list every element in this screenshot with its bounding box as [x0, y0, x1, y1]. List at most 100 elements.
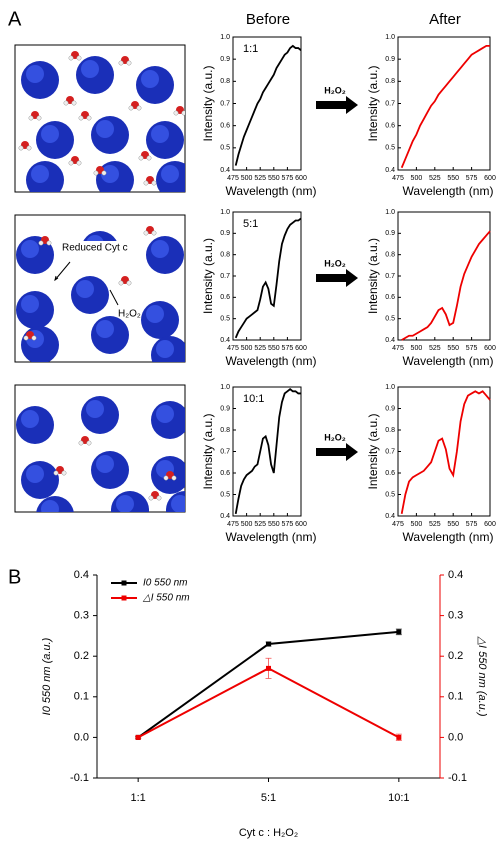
x-tick-label: 475 [227, 175, 239, 182]
y-tick-label: 0.6 [385, 470, 395, 477]
arrow [316, 96, 358, 114]
y-axis-label: Intensity (a.u.) [366, 65, 380, 141]
legend-marker [121, 595, 127, 601]
illustration-label: H₂O₂ [118, 309, 141, 320]
arrow-label: H₂O₂ [324, 258, 346, 268]
y-tick-label: 0.4 [74, 569, 89, 581]
x-tick-label: 600 [295, 345, 307, 352]
pointer [109, 289, 119, 306]
spectrum-line [400, 390, 491, 515]
marker [396, 734, 402, 740]
y-tick-label: 1.0 [385, 209, 395, 216]
y2-tick-label: 0.0 [448, 731, 463, 743]
water-h [156, 495, 162, 501]
water-h [173, 110, 179, 116]
x-tick-label: 575 [282, 345, 294, 352]
x-tick-label: 525 [429, 345, 441, 352]
water-h [78, 115, 84, 121]
water-h [146, 155, 152, 161]
y-tick-label: 0.9 [220, 405, 230, 412]
column-title: Before [246, 11, 290, 28]
x-tick-label: 575 [282, 521, 294, 528]
x-tick-label: 475 [227, 345, 239, 352]
water-h [23, 335, 29, 341]
water-h [31, 335, 37, 341]
spectrum-line [234, 388, 301, 515]
y-tick-label: 0.4 [385, 337, 395, 344]
water-h [151, 230, 157, 236]
water-h [126, 280, 132, 286]
marker [266, 641, 271, 647]
x-axis-label: Wavelength (nm) [403, 184, 494, 198]
plot-frame [232, 36, 302, 171]
water-h [148, 495, 154, 501]
y-tick-label: 0.8 [385, 78, 395, 85]
water-h [181, 110, 185, 116]
x-tick-label: 550 [447, 175, 459, 182]
y-tick-label: 0.6 [385, 123, 395, 130]
legend-label: △I 550 nm [142, 593, 190, 604]
y-tick-label: 1.0 [385, 34, 395, 41]
series-line [137, 630, 399, 739]
water-h [71, 100, 77, 106]
protein-shade [156, 405, 174, 423]
x-tick-label: 500 [411, 345, 423, 352]
x-tick-label: 500 [241, 345, 253, 352]
protein-shade [116, 495, 134, 512]
protein-shade [156, 340, 174, 358]
x-tick-label: 550 [268, 345, 280, 352]
y-tick-label: 0.5 [220, 316, 230, 323]
protein-shade [41, 125, 59, 143]
illustration [16, 396, 185, 512]
y-tick-label: 0.4 [385, 167, 395, 174]
x-tick-label: 600 [295, 521, 307, 528]
protein-shade [21, 295, 39, 313]
y-tick-label: 0.3 [74, 610, 89, 622]
y-tick-label: 0.7 [220, 273, 230, 280]
water-h [126, 60, 132, 66]
x-tick-label: 475 [392, 521, 404, 528]
x-tick-label: 525 [254, 521, 266, 528]
plot-frame [232, 211, 302, 341]
y2-tick-label: 0.2 [448, 650, 463, 662]
y-tick-label: 0.5 [385, 491, 395, 498]
x-tick-label: 575 [466, 345, 478, 352]
protein-shade [101, 165, 119, 183]
x-tick-label: 500 [241, 521, 253, 528]
water-h [26, 145, 32, 151]
water-h [38, 240, 44, 246]
marker [396, 629, 402, 635]
protein-shade [26, 65, 44, 83]
x-tick-label: 525 [254, 345, 266, 352]
panel-label: A [8, 8, 22, 30]
x-tick-label: 500 [241, 175, 253, 182]
y-tick-label: 0.6 [220, 294, 230, 301]
y-tick-label: 0.6 [220, 470, 230, 477]
plot-frame [232, 386, 302, 517]
y-tick-label: 1.0 [385, 384, 395, 391]
protein-shade [96, 120, 114, 138]
column-title: After [429, 11, 461, 28]
water-h [61, 470, 67, 476]
y-tick-label: 0.8 [220, 252, 230, 259]
protein-shade [141, 70, 159, 88]
protein-shade [31, 165, 49, 183]
y-axis-label: Intensity (a.u.) [366, 413, 380, 489]
spectrum-line [234, 217, 302, 339]
pointer [54, 275, 59, 282]
y-tick-label: 0.5 [385, 316, 395, 323]
arrow-label: H₂O₂ [324, 432, 346, 442]
y-tick-label: 0.8 [220, 78, 230, 85]
water-h [163, 475, 169, 481]
water-h [63, 100, 69, 106]
y2-tick-label: 0.4 [448, 569, 463, 581]
x-tick-label: 475 [392, 345, 404, 352]
x-tick-label: 550 [447, 345, 459, 352]
y-tick-label: 0.4 [220, 167, 230, 174]
x-tick-label: 600 [484, 175, 496, 182]
x-axis-label: Wavelength (nm) [403, 530, 494, 544]
x-tick-label: 600 [484, 345, 496, 352]
y-tick-label: 0.8 [220, 427, 230, 434]
y-tick-label: 0.6 [385, 294, 395, 301]
